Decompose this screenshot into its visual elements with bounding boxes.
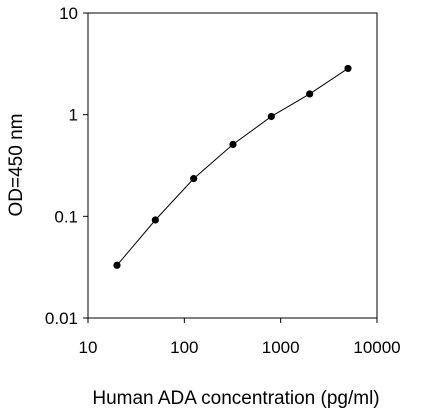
data-point bbox=[113, 261, 121, 269]
data-point bbox=[190, 175, 198, 183]
data-point bbox=[344, 64, 352, 73]
y-tick-label: 1 bbox=[69, 106, 78, 125]
x-axis-label: Human ADA concentration (pg/ml) bbox=[92, 388, 379, 409]
x-tick-label: 100 bbox=[170, 338, 198, 357]
series-layer bbox=[113, 64, 352, 269]
x-tick-label: 1000 bbox=[262, 338, 300, 357]
y-tick-label: 0.1 bbox=[54, 207, 78, 226]
data-point bbox=[229, 140, 237, 148]
x-tick-label: 10000 bbox=[353, 338, 400, 357]
y-axis-label: OD=450 nm bbox=[6, 114, 27, 217]
x-tick-label: 10 bbox=[79, 338, 98, 357]
x-axis-ticks: 10 100 1000 10000 bbox=[79, 318, 401, 357]
y-tick-label: 0.01 bbox=[45, 309, 78, 328]
data-point bbox=[151, 216, 159, 224]
y-tick-label: 10 bbox=[59, 4, 78, 23]
y-axis-ticks: 0.01 0.1 1 10 bbox=[45, 4, 88, 328]
series-line bbox=[116, 68, 349, 266]
plot-frame bbox=[87, 12, 378, 319]
data-point bbox=[267, 112, 275, 121]
data-point bbox=[306, 90, 314, 98]
